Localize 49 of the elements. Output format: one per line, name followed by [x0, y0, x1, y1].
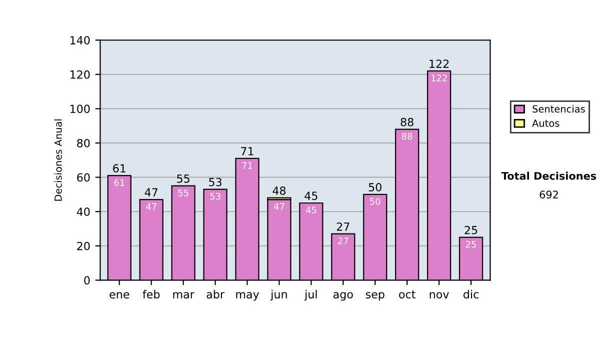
- x-tick-label: may: [236, 292, 260, 301]
- legend-label: Sentencias: [532, 105, 585, 113]
- x-tick-label: dic: [464, 290, 478, 298]
- y-tick-label: 20: [77, 242, 90, 250]
- y-tick-label: 60: [77, 173, 90, 182]
- data-label: 50: [370, 198, 380, 205]
- data-label: 53: [210, 192, 220, 200]
- x-tick-label: sep: [366, 292, 384, 301]
- y-tick-label: 40: [76, 208, 90, 216]
- x-tick-label: jul: [304, 290, 317, 301]
- total-label: 48: [272, 186, 286, 195]
- data-label: 45: [306, 206, 316, 214]
- x-tick-label: ene: [110, 292, 130, 298]
- x-tick-label: ago: [333, 292, 353, 301]
- total-label: 53: [209, 178, 222, 186]
- x-tick-label: mar: [173, 292, 194, 298]
- data-label: 25: [466, 240, 476, 248]
- y-tick-label: 80: [77, 138, 90, 148]
- text: 692: [540, 190, 558, 199]
- total-label: 27: [336, 222, 350, 231]
- data-label: 27: [338, 237, 348, 244]
- x-tick-label: nov: [430, 292, 449, 298]
- total-label: 61: [113, 164, 126, 173]
- total-label: 55: [177, 174, 190, 183]
- x-tick-label: oct: [399, 290, 416, 298]
- legend-label: Autos: [532, 120, 560, 127]
- data-label: 122: [431, 74, 447, 82]
- total-label: 122: [430, 60, 449, 68]
- y-tick-label: 120: [70, 70, 90, 79]
- x-tick-label: abr: [206, 290, 224, 298]
- x-tick-label: feb: [142, 290, 160, 298]
- data-label: 47: [274, 203, 284, 210]
- y-tick-label: 100: [70, 104, 90, 114]
- data-label: 61: [114, 179, 124, 186]
- total-label: 47: [144, 188, 158, 196]
- text: Total Decisiones: [501, 172, 596, 180]
- total-label: 45: [304, 192, 318, 200]
- y-tick-label: 0: [84, 276, 90, 285]
- data-label: 47: [146, 203, 156, 210]
- total-label: 71: [241, 147, 254, 156]
- x-tick-label: jun: [270, 290, 287, 301]
- y-axis-title: Decisiones Anual: [54, 119, 62, 201]
- data-label: 71: [242, 162, 252, 169]
- total-label: 25: [464, 226, 478, 234]
- data-label: 55: [178, 190, 188, 196]
- total-label: 88: [400, 118, 414, 126]
- total-label: 50: [368, 183, 382, 192]
- y-tick-label: 140: [70, 36, 90, 44]
- data-label: 88: [402, 132, 412, 140]
